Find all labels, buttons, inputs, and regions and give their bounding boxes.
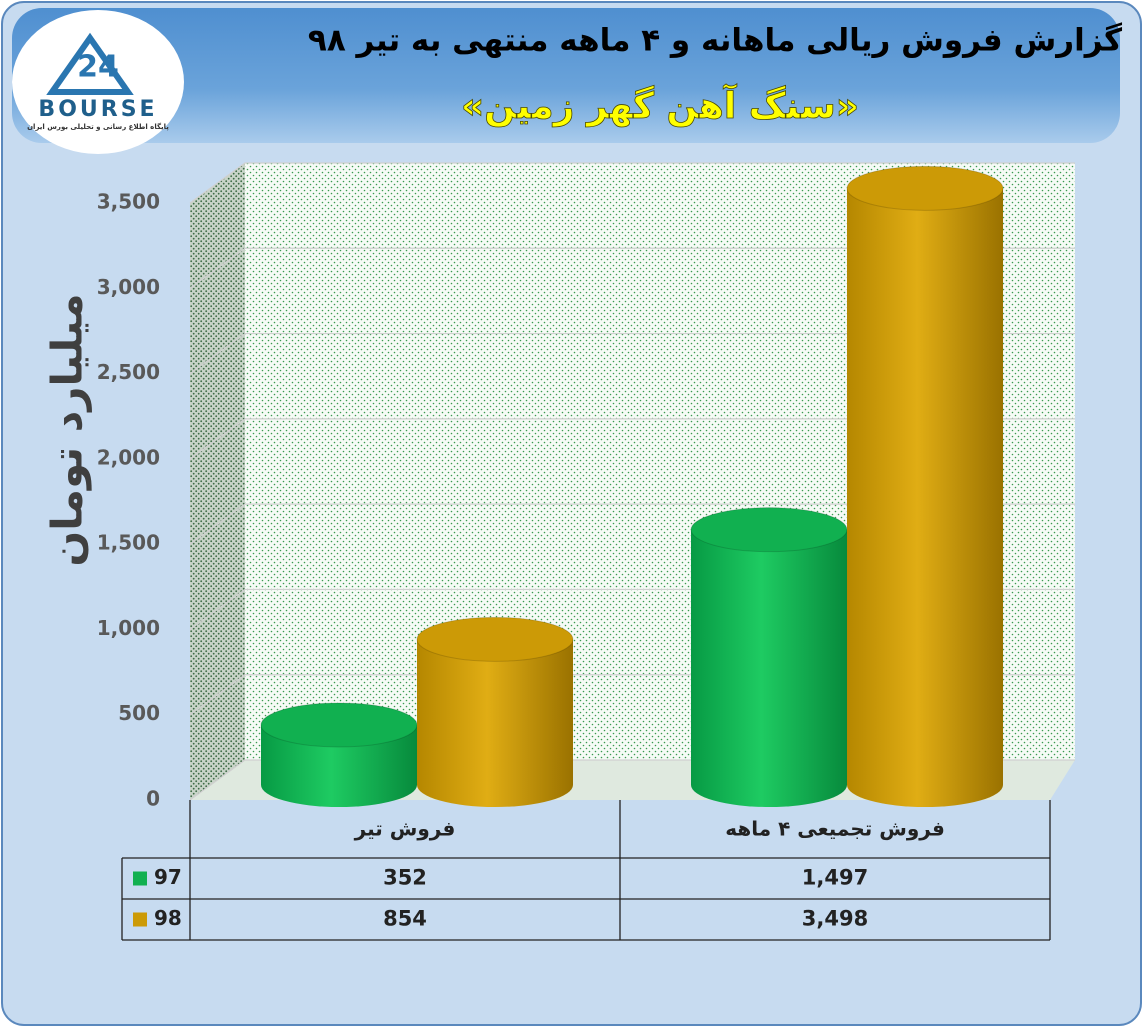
- grid-line: [189, 162, 1075, 204]
- bar: [261, 724, 417, 807]
- bar: [417, 639, 573, 807]
- side-wall: [190, 163, 245, 800]
- y-tick-label: 2,000: [97, 445, 160, 469]
- grid-line: [189, 332, 1075, 375]
- category-label: فروش تجمیعی ۴ ماهه: [725, 817, 945, 841]
- legend-label: 98: [154, 906, 182, 930]
- bar-top: [260, 702, 418, 748]
- y-tick-label: 500: [118, 701, 160, 725]
- logo-mark: 24: [77, 50, 119, 85]
- logo-tagline: پایگاه اطلاع رسانی و تحلیلی بورس ایران: [27, 122, 169, 131]
- grid-line: [189, 418, 1075, 460]
- legend-swatch: [133, 871, 147, 886]
- bar-top: [846, 165, 1004, 211]
- category-label: فروش تیر: [354, 817, 456, 841]
- logo: [12, 10, 184, 154]
- y-tick-label: 3,500: [97, 190, 160, 214]
- grid-line: [189, 247, 1075, 289]
- y-axis-label: میلیارد تومان: [43, 293, 93, 566]
- logo-triangle: [46, 32, 134, 95]
- data-label: 1,497: [802, 866, 868, 890]
- y-tick-label: 1,500: [97, 531, 160, 555]
- bar: [691, 529, 847, 807]
- data-label: 854: [383, 907, 427, 931]
- y-tick-label: 3,000: [97, 275, 160, 299]
- logo-name: BOURSE: [38, 97, 157, 122]
- data-label: 3,498: [802, 907, 868, 931]
- bar-top: [690, 507, 848, 553]
- y-tick-label: 0: [146, 787, 160, 811]
- bar: [847, 188, 1003, 808]
- header: [12, 8, 1120, 143]
- chart-title: گزارش فروش ریالی ماهانه و ۴ ماهه منتهی ب…: [308, 22, 1123, 59]
- y-tick-label: 2,500: [97, 360, 160, 384]
- legend-swatch: [133, 912, 147, 927]
- grid-line: [189, 503, 1075, 545]
- y-tick-label: 1,000: [97, 616, 160, 640]
- data-label: 352: [383, 866, 427, 890]
- chart-subtitle: «سنگ آهن گهر زمین»: [461, 83, 859, 127]
- legend-label: 97: [154, 865, 182, 889]
- bar-top: [416, 616, 574, 662]
